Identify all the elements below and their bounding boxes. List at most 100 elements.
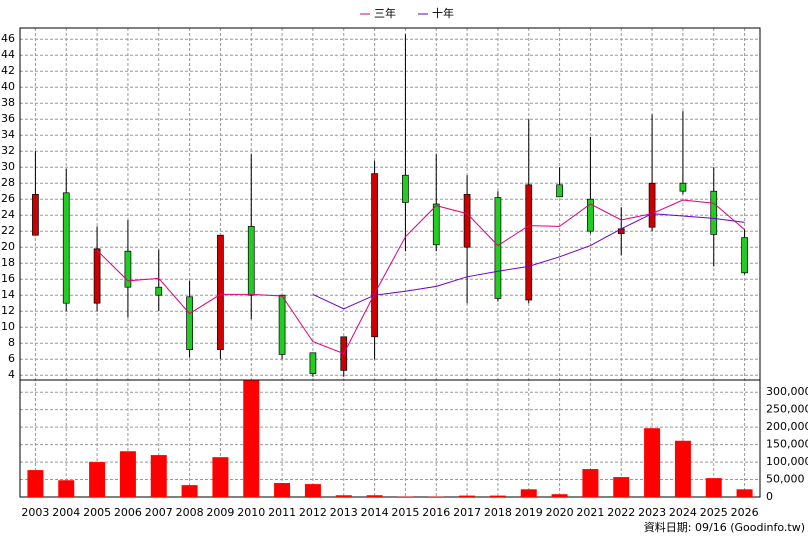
candle-body xyxy=(587,198,594,232)
volume-bar xyxy=(89,462,106,497)
y-tick-label: 30 xyxy=(1,160,15,173)
legend-label: 十年 xyxy=(432,6,454,20)
y-tick-label: 8 xyxy=(8,336,15,349)
candle-body xyxy=(679,182,687,192)
volume-bar xyxy=(58,480,75,497)
candle-body xyxy=(525,184,533,301)
x-tick-label: 2018 xyxy=(484,506,512,519)
candle-body xyxy=(432,203,440,246)
x-tick-label: 2023 xyxy=(638,506,666,519)
y-tick-label: 44 xyxy=(1,48,15,61)
candle-body xyxy=(186,296,193,350)
x-tick-label: 2007 xyxy=(145,506,173,519)
x-tick-label: 2004 xyxy=(52,506,80,519)
y2-tick-label: 0 xyxy=(766,490,773,503)
x-tick-label: 2005 xyxy=(83,506,111,519)
x-tick-label: 2014 xyxy=(361,506,389,519)
y-tick-label: 4 xyxy=(8,368,15,381)
candle-body xyxy=(124,250,132,288)
candle-body xyxy=(278,294,286,355)
volume-bar xyxy=(304,484,321,497)
candle-body xyxy=(155,286,163,296)
x-tick-label: 2009 xyxy=(206,506,234,519)
x-tick-label: 2022 xyxy=(607,506,635,519)
y-tick-label: 26 xyxy=(1,192,15,205)
volume-bar xyxy=(489,495,506,497)
y-tick-label: 16 xyxy=(1,272,15,285)
y2-tick-label: 100,000 xyxy=(766,455,808,468)
x-tick-label: 2021 xyxy=(576,506,604,519)
legend-label: 三年 xyxy=(374,6,396,20)
candle-body xyxy=(62,192,70,304)
volume-bar xyxy=(613,477,630,497)
y-tick-label: 46 xyxy=(1,32,15,45)
y-tick-label: 42 xyxy=(1,64,15,77)
y-tick-label: 6 xyxy=(8,352,15,365)
volume-bar xyxy=(150,455,167,497)
candle-body xyxy=(32,194,39,236)
x-tick-label: 2008 xyxy=(176,506,204,519)
ma-line xyxy=(312,213,745,310)
x-tick-label: 2010 xyxy=(237,506,265,519)
x-tick-label: 2020 xyxy=(546,506,574,519)
ma-line xyxy=(96,199,745,355)
y-tick-label: 34 xyxy=(1,128,15,141)
volume-bar xyxy=(674,440,691,497)
volume-bar xyxy=(119,451,136,497)
volume-bar xyxy=(520,489,537,497)
candle-body xyxy=(217,234,224,350)
y-tick-label: 12 xyxy=(1,304,15,317)
x-tick-label: 2017 xyxy=(453,506,481,519)
volume-bar xyxy=(459,495,476,497)
volume-bar xyxy=(243,380,260,497)
volume-bar xyxy=(212,457,229,497)
x-tick-label: 2024 xyxy=(669,506,697,519)
candle-body xyxy=(494,197,502,299)
y-tick-label: 22 xyxy=(1,224,15,237)
candle-body xyxy=(402,174,409,203)
x-tick-label: 2011 xyxy=(268,506,296,519)
x-tick-label: 2016 xyxy=(422,506,450,519)
y-tick-label: 10 xyxy=(1,320,15,333)
x-tick-label: 2019 xyxy=(515,506,543,519)
x-tick-label: 2025 xyxy=(700,506,728,519)
candle-body xyxy=(648,182,656,228)
plot-frame xyxy=(19,27,761,498)
x-tick-label: 2015 xyxy=(391,506,419,519)
candle-body xyxy=(309,352,317,374)
volume-bar xyxy=(736,489,753,497)
y2-tick-label: 150,000 xyxy=(766,438,808,451)
y-tick-label: 14 xyxy=(1,288,15,301)
volume-bar xyxy=(274,483,291,497)
y-tick-label: 18 xyxy=(1,256,15,269)
volume-bar xyxy=(27,470,44,497)
y-tick-label: 20 xyxy=(1,240,15,253)
y2-tick-label: 300,000 xyxy=(766,385,808,398)
volume-bar xyxy=(644,428,661,497)
volume-bar xyxy=(181,485,198,497)
candle-body xyxy=(247,226,255,296)
candle-body xyxy=(710,190,718,235)
y2-tick-label: 250,000 xyxy=(766,403,808,416)
y2-tick-label: 50,000 xyxy=(766,473,805,486)
y-tick-label: 40 xyxy=(1,80,15,93)
candle-body xyxy=(741,237,748,274)
volume-bar xyxy=(551,494,568,497)
volume-bar xyxy=(705,478,722,497)
y-tick-label: 36 xyxy=(1,112,15,125)
x-tick-label: 2006 xyxy=(114,506,142,519)
x-tick-label: 2026 xyxy=(731,506,759,519)
volume-bar xyxy=(335,495,352,497)
y-tick-label: 28 xyxy=(1,176,15,189)
candle-body xyxy=(371,173,378,338)
volume-bar xyxy=(582,469,599,497)
y-tick-label: 32 xyxy=(1,144,15,157)
candle-body xyxy=(93,248,101,304)
y-tick-label: 38 xyxy=(1,96,15,109)
y2-tick-label: 200,000 xyxy=(766,420,808,433)
candle-body xyxy=(556,184,563,198)
footer: 資料日期: 09/16 (Goodinfo.tw) xyxy=(644,520,805,534)
x-tick-label: 2003 xyxy=(21,506,49,519)
candle-body xyxy=(463,194,471,248)
